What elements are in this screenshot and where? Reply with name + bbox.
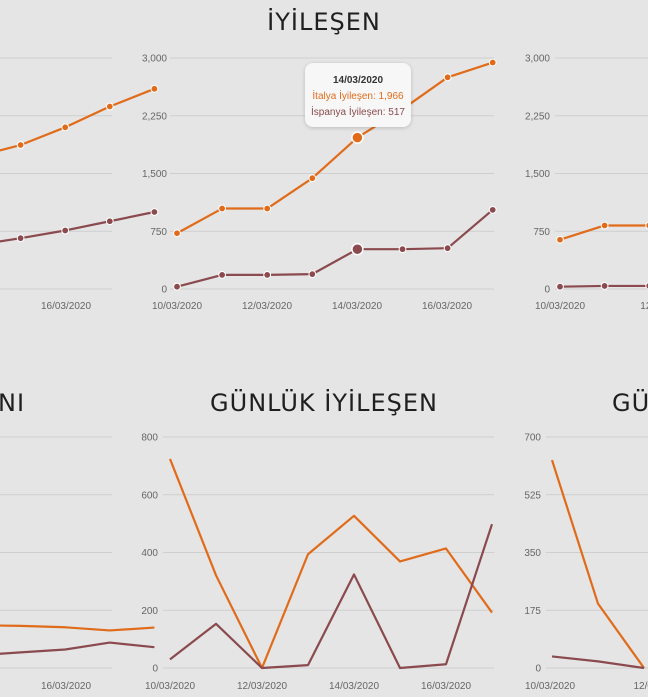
x-tick-label: 16/03/2020 [421, 681, 471, 692]
x-tick-label: 16/03/2020 [41, 681, 91, 692]
spain-series-line [551, 655, 645, 670]
x-tick-label: 10/03/2020 [525, 681, 575, 692]
spain-data-point [263, 271, 272, 279]
spain-data-point [308, 270, 317, 279]
italy-series-line [0, 624, 155, 632]
bottom-chart-title: GÜNLÜK İYİLEŞEN [210, 389, 438, 417]
spain-data-point [556, 282, 564, 291]
italy-data-point [173, 229, 181, 238]
y-tick-label: 2,250 [142, 111, 167, 122]
x-tick-label: 10/03/2020 [152, 301, 202, 312]
italy-series-line [550, 459, 645, 669]
italy-data-point [308, 174, 317, 183]
y-tick-label: 200 [141, 606, 158, 617]
spain-data-point [61, 226, 70, 235]
spain-data-point [645, 282, 648, 290]
x-tick-label: 16/03/2020 [41, 301, 91, 312]
italy-data-point [600, 221, 609, 230]
x-tick-label: 12/03/2020 [242, 301, 292, 312]
y-tick-label: 750 [150, 227, 167, 238]
y-tick-label: 750 [533, 227, 550, 238]
italy-series-line [176, 61, 494, 235]
spain-data-point [351, 242, 364, 256]
y-tick-label: 400 [141, 548, 158, 559]
italy-data-point [218, 204, 227, 213]
italy-series-line [168, 458, 493, 670]
spain-data-point [398, 245, 407, 254]
italy-data-point [16, 141, 25, 149]
italy-data-point [351, 131, 364, 144]
x-tick-label: 10/03/2020 [535, 301, 585, 312]
y-tick-label: 3,000 [525, 54, 550, 65]
right-chart-title-fragment: GÜ [612, 389, 648, 417]
y-tick-label: 525 [524, 490, 541, 501]
x-tick-label: 12/03/2020 [237, 681, 287, 692]
chart-tooltip: 14/03/2020 İtalya İyileşen: 1,966 İspany… [305, 63, 411, 127]
italy-data-point [150, 84, 159, 93]
spain-data-point [600, 282, 609, 290]
y-tick-label: 2,250 [525, 111, 550, 122]
spain-data-point [16, 234, 25, 243]
y-tick-label: 175 [524, 606, 541, 617]
y-tick-label: 800 [141, 433, 158, 444]
spain-data-point [173, 282, 181, 291]
spain-data-point [218, 271, 227, 279]
italy-data-point [61, 123, 70, 132]
x-tick-label: 10/03/2020 [145, 681, 195, 692]
italy-data-point [443, 73, 452, 82]
spain-data-point [150, 208, 159, 216]
italy-data-point [105, 102, 114, 111]
x-tick-label: 12/0 [640, 301, 648, 312]
spain-series-line [0, 641, 155, 655]
y-tick-label: 700 [524, 433, 541, 444]
y-tick-label: 0 [161, 285, 167, 296]
spain-data-point [443, 244, 452, 253]
tooltip-spain-value: İspanya İyileşen: 517 [311, 107, 405, 118]
y-tick-label: 600 [141, 490, 158, 501]
y-tick-label: 0 [535, 664, 541, 675]
x-tick-label: 14/03/2020 [329, 681, 379, 692]
spain-series-line [176, 209, 494, 288]
spain-data-point [488, 205, 497, 214]
y-tick-label: 1,500 [525, 169, 550, 180]
italy-data-point [488, 58, 497, 67]
y-tick-label: 0 [152, 664, 158, 675]
y-tick-label: 3,000 [142, 54, 167, 65]
italy-data-point [263, 204, 272, 213]
y-tick-label: 1,500 [142, 169, 167, 180]
x-tick-label: 16/03/2020 [422, 301, 472, 312]
x-tick-label: 14/03/2020 [332, 301, 382, 312]
tooltip-italy-value: İtalya İyileşen: 1,966 [312, 91, 404, 102]
italy-data-point [645, 221, 648, 230]
spain-series-line [169, 523, 494, 670]
spain-data-point [105, 217, 114, 226]
x-tick-label: 12/03 [633, 681, 648, 692]
top-chart-title: İYİLEŞEN [267, 8, 381, 36]
left-chart-title-fragment: NI [0, 389, 26, 417]
y-tick-label: 350 [524, 548, 541, 559]
y-tick-label: 0 [544, 285, 550, 296]
italy-data-point [556, 235, 564, 244]
tooltip-date: 14/03/2020 [332, 75, 384, 86]
